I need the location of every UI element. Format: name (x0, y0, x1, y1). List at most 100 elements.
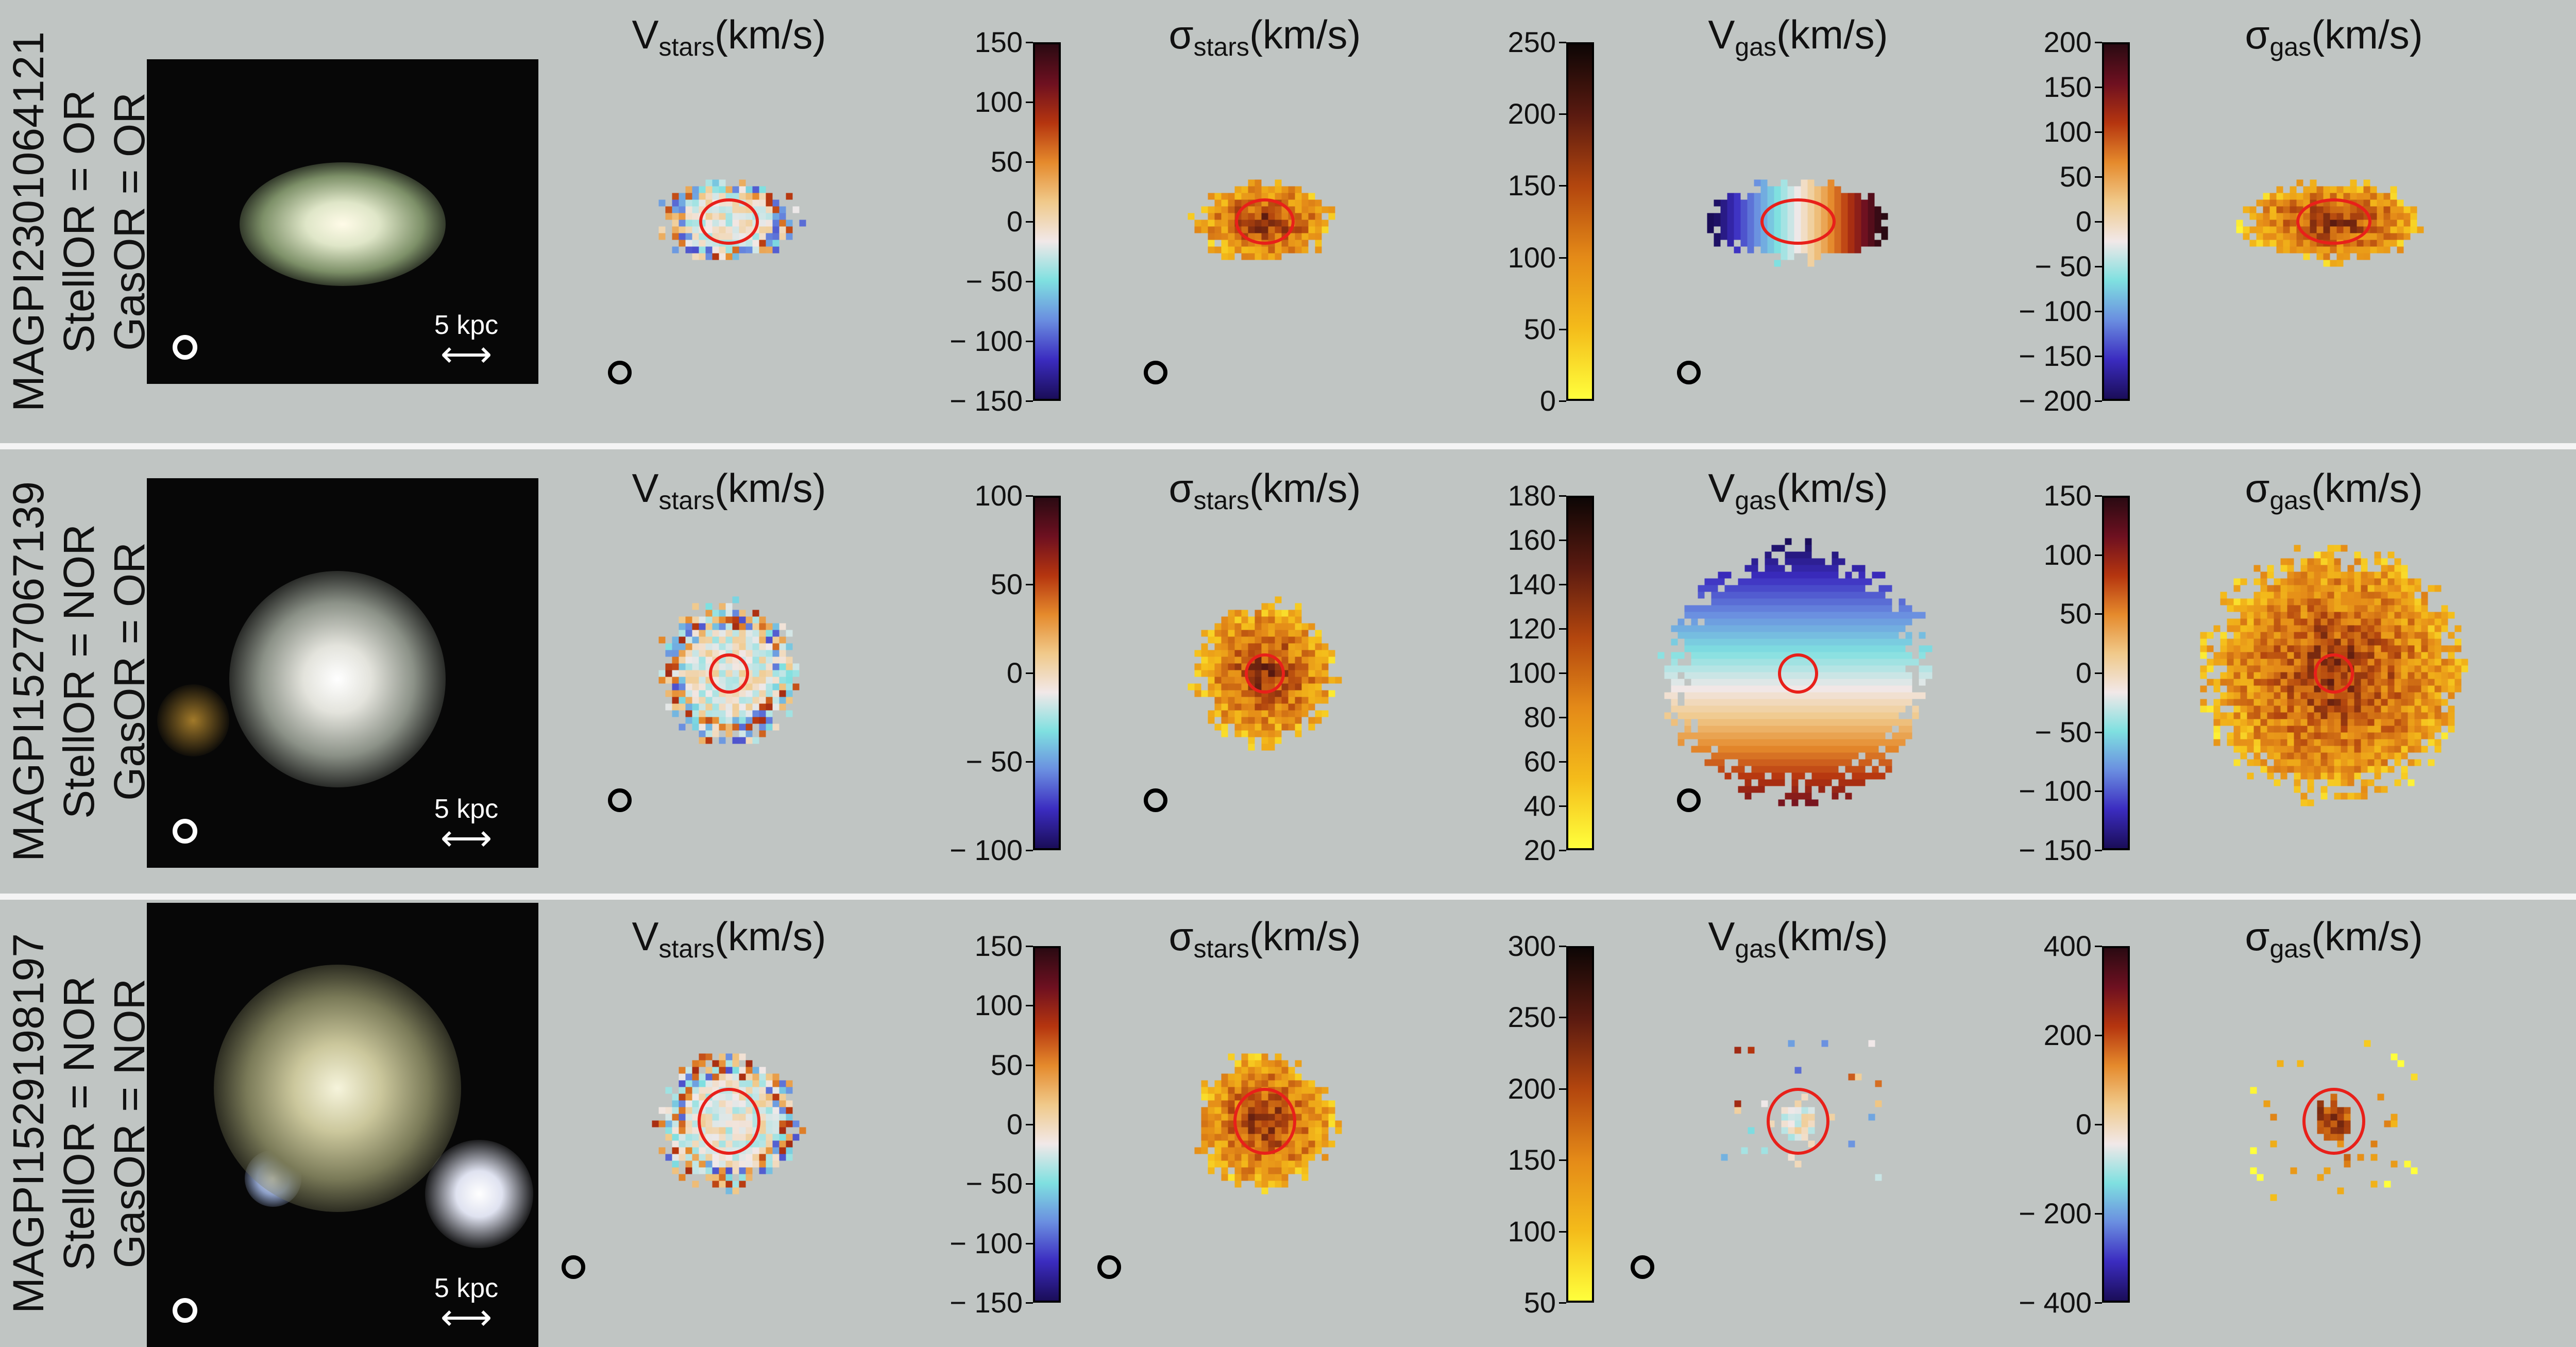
map-pixel (1295, 650, 1302, 657)
map-pixel (1268, 670, 1275, 677)
map-pixel (2247, 719, 2254, 726)
map-pixel (1731, 692, 1738, 699)
map-pixel (1785, 638, 1792, 646)
map-pixel (1892, 739, 1899, 746)
map-pixel (2269, 206, 2277, 213)
map-pixel (705, 703, 713, 711)
map-pixel (739, 233, 746, 240)
map-pixel (1751, 786, 1758, 793)
map-pixel (719, 1120, 726, 1127)
map-pixel (1785, 712, 1792, 719)
map-pixel (1805, 699, 1812, 706)
map-pixel (2441, 659, 2448, 666)
map-pixel (1691, 618, 1698, 626)
map-pixel (2274, 652, 2281, 659)
map-pixel (1315, 220, 1322, 227)
map-pixel (2213, 726, 2221, 733)
map-pixel (2448, 665, 2455, 672)
map-pixel (672, 703, 679, 711)
map-pixel (2247, 679, 2254, 686)
map-pixel (2374, 618, 2381, 626)
map-pixel (1228, 1154, 1235, 1161)
map-pixel (1852, 732, 1859, 739)
map-pixel (1845, 618, 1852, 626)
map-pixel (1827, 233, 1835, 240)
map-pixel (1738, 692, 1745, 699)
map-pixel (2381, 605, 2388, 612)
map-pixel (2327, 551, 2334, 559)
map-pixel (1872, 571, 1879, 579)
map-pixel (1261, 744, 1268, 751)
map-pixel (1788, 1127, 1795, 1134)
map-pixel (679, 1087, 686, 1094)
map-pixel (1677, 685, 1685, 693)
map-pixel (1744, 672, 1752, 679)
map-pixel (2294, 726, 2301, 733)
map-pixel (2394, 679, 2401, 686)
map-pixel (1811, 652, 1819, 659)
map-pixel (1811, 605, 1819, 612)
map-pixel (1785, 618, 1792, 626)
map-pixel (1268, 1093, 1275, 1101)
map-pixel (786, 1147, 793, 1154)
map-pixel (1751, 632, 1758, 639)
map-pixel (1807, 186, 1815, 193)
map-pixel (2421, 692, 2428, 699)
map-pixel (1704, 746, 1711, 753)
map-pixel (1281, 240, 1289, 247)
map-pixel (2341, 759, 2348, 766)
map-pixel (1818, 779, 1825, 786)
map-pixel (1774, 260, 1781, 267)
map-pixel (1295, 240, 1302, 247)
map-pixel (1744, 705, 1752, 713)
map-pixel (1718, 692, 1725, 699)
map-pixel (2294, 786, 2301, 793)
panel-title: σstars(km/s) (1136, 11, 1394, 70)
map-pixel (2336, 226, 2344, 233)
map-pixel (1771, 618, 1778, 626)
map-pixel (1788, 1120, 1795, 1127)
map-pixel (1720, 220, 1727, 227)
map-pixel (2367, 578, 2375, 585)
panel-title-symbol: σ (1168, 465, 1194, 511)
map-pixel (1214, 1120, 1222, 1127)
map-pixel (2401, 565, 2408, 572)
map-pixel (2387, 571, 2395, 579)
map-pixel (672, 233, 679, 240)
map-pixel (1698, 705, 1705, 713)
map-pixel (1738, 585, 1745, 592)
map-pixel (1711, 692, 1718, 699)
map-pixel (1838, 679, 1845, 686)
map-pixel (1778, 799, 1785, 806)
map-pixel (679, 1134, 686, 1141)
map-pixel (2320, 592, 2328, 599)
map-pixel (2334, 585, 2341, 592)
map-pixel (2414, 612, 2421, 619)
map-pixel (1751, 692, 1758, 699)
map-pixel (2350, 226, 2357, 233)
map-pixel (1208, 650, 1215, 657)
map-pixel (779, 1114, 786, 1121)
map-pixel (1241, 650, 1248, 657)
map-pixel (1878, 659, 1886, 666)
map-pixel (1677, 652, 1685, 659)
panel-title-subscript: stars (658, 32, 715, 61)
map-pixel (1718, 645, 1725, 652)
map-pixel (759, 1160, 766, 1168)
map-pixel (2434, 665, 2442, 672)
map-pixel (1765, 779, 1772, 786)
map-pixel (1852, 726, 1859, 733)
map-pixel (2300, 679, 2308, 686)
map-pixel (2336, 206, 2344, 213)
map-pixel (679, 206, 686, 213)
kinematic-map (1194, 1053, 1342, 1194)
map-pixel (2361, 705, 2368, 713)
map-pixel (2367, 665, 2375, 672)
map-pixel (1268, 1080, 1275, 1087)
map-pixel (2267, 746, 2274, 753)
map-pixel (2347, 598, 2354, 605)
map-pixel (712, 1100, 719, 1107)
map-pixel (2401, 592, 2408, 599)
map-pixel (1315, 213, 1322, 220)
map-pixel (766, 220, 773, 227)
